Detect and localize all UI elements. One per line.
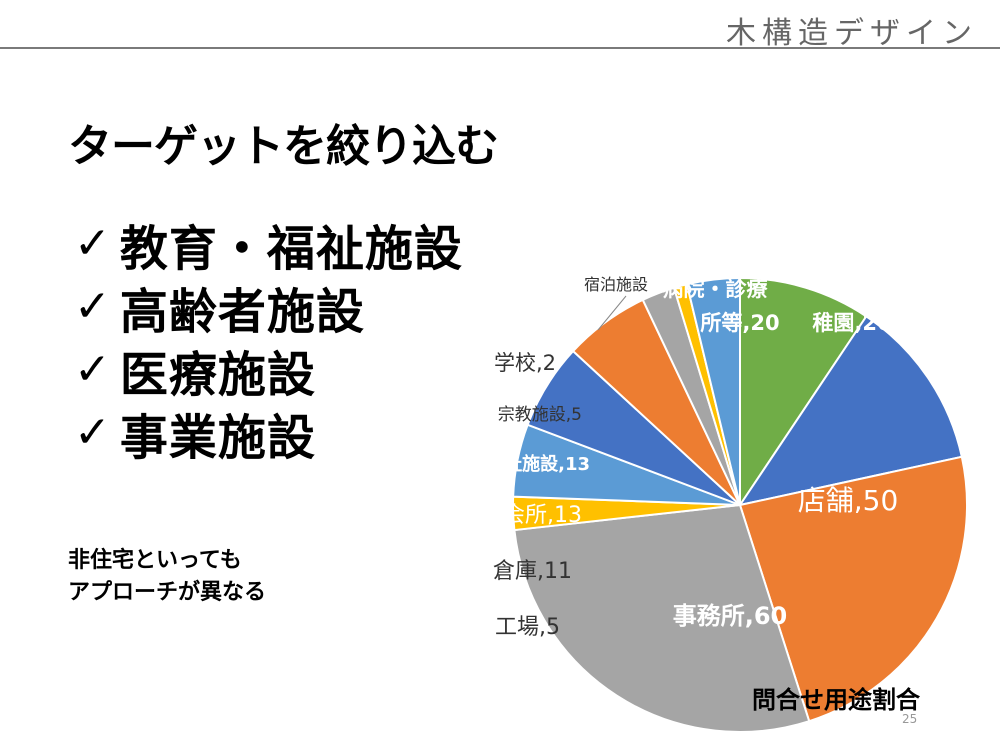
check-icon: ✓ bbox=[74, 281, 112, 332]
slide-title: ターゲットを絞り込む bbox=[68, 121, 499, 172]
target-label: 高齢者施設 bbox=[119, 283, 365, 340]
page-number: 25 bbox=[902, 712, 918, 726]
target-list: ✓ 教育・福祉施設 ✓ 高齢者施設 ✓ 医療施設 ✓ 事業施設 bbox=[74, 212, 463, 466]
data-label: 稚園,26 bbox=[812, 311, 891, 335]
data-label: 宗教施設,5 bbox=[498, 405, 582, 425]
data-label: 店舗,50 bbox=[798, 484, 899, 517]
pie-slice bbox=[738, 455, 968, 723]
data-label: 事務所,60 bbox=[673, 602, 788, 630]
check-icon: ✓ bbox=[74, 407, 112, 458]
header-divider bbox=[0, 47, 1000, 49]
chart-title: 問合せ用途割合 bbox=[752, 686, 920, 714]
pie-slice bbox=[739, 276, 868, 509]
note-line: アプローチが異なる bbox=[68, 580, 267, 605]
data-label: 倉庫,11 bbox=[493, 559, 572, 584]
target-item: ✓ 事業施設 bbox=[74, 401, 463, 466]
data-label: 集会所,13 bbox=[481, 503, 582, 528]
check-icon: ✓ bbox=[74, 344, 112, 395]
target-item: ✓ 教育・福祉施設 bbox=[74, 212, 463, 277]
data-label: 幼 bbox=[888, 277, 909, 301]
data-label: 工場,5 bbox=[495, 615, 560, 640]
data-label: 病院・診療 bbox=[663, 277, 769, 301]
data-label: 学校,2 bbox=[494, 351, 556, 375]
leader-line bbox=[597, 295, 627, 331]
pie-slice bbox=[513, 503, 811, 733]
data-label: 宿泊施設 bbox=[584, 275, 648, 294]
note-line: 非住宅といっても bbox=[68, 548, 242, 573]
pie-slice bbox=[737, 314, 964, 507]
check-icon: ✓ bbox=[74, 218, 112, 269]
target-item: ✓ 医療施設 bbox=[74, 338, 463, 403]
target-label: 事業施設 bbox=[119, 409, 316, 466]
target-label: 医療施設 bbox=[119, 346, 316, 403]
pie-slice bbox=[685, 276, 741, 506]
brand-logo: 木構造デザイン bbox=[726, 16, 978, 51]
target-label: 教育・福祉施設 bbox=[119, 220, 463, 277]
target-item: ✓ 高齢者施設 bbox=[74, 275, 463, 340]
data-label: 所等,20 bbox=[700, 311, 779, 335]
note-text: 非住宅といっても アプローチが異なる bbox=[68, 545, 266, 609]
data-label: 福祉施設,13 bbox=[485, 453, 590, 475]
